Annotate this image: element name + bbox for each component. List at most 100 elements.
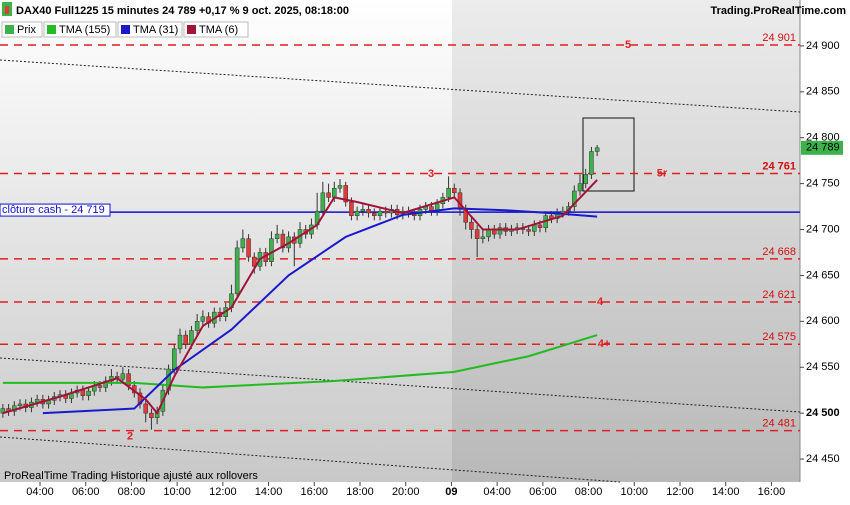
legend-swatch	[187, 25, 196, 34]
candle-body	[583, 174, 588, 184]
trend-line	[0, 59, 801, 113]
candle-body	[577, 183, 583, 192]
candle-body	[274, 233, 280, 239]
candle-body	[80, 389, 86, 396]
legend-label: TMA (6)	[199, 24, 238, 36]
candle-body	[183, 334, 188, 345]
legend-swatch	[47, 25, 56, 34]
x-tick-label: 10:00	[621, 486, 649, 498]
level-label: 24 668	[762, 246, 796, 258]
legend-label: TMA (155)	[59, 24, 110, 36]
candle-body	[469, 221, 474, 230]
x-tick-label: 08:00	[575, 486, 603, 498]
level-annotation: 4+	[598, 338, 611, 350]
candle-body	[337, 185, 343, 189]
y-tick-label: 24 550	[806, 361, 840, 373]
legend-item-bg	[183, 21, 249, 38]
footer: ProRealTime Trading Historique ajusté au…	[4, 470, 258, 482]
y-tick-label: 24 800	[806, 132, 840, 144]
candle-body	[497, 227, 503, 235]
peak-annotation: 3	[428, 168, 434, 180]
trend-line	[0, 357, 801, 413]
candle-body	[246, 238, 251, 258]
x-tick-label: 18:00	[346, 486, 374, 498]
level-label: 24 761	[762, 160, 796, 172]
last-price-tag	[801, 140, 843, 155]
x-tick-label: 16:00	[758, 486, 786, 498]
candle-body	[240, 238, 246, 249]
cash-close-box	[0, 203, 111, 217]
candle-body	[332, 187, 337, 198]
candle-body	[149, 412, 154, 418]
level-label: 24 621	[762, 289, 796, 301]
candle-body	[234, 247, 240, 295]
tma-line	[2, 334, 598, 389]
x-tick-label: 14:00	[255, 486, 283, 498]
x-tick-label: 12:00	[666, 486, 694, 498]
candle-body	[377, 210, 383, 217]
legend-label: Prix	[17, 24, 36, 36]
candle-body	[120, 373, 126, 380]
x-tick-label: 09	[445, 486, 457, 498]
candle-body	[572, 190, 577, 207]
candle-body	[252, 256, 257, 267]
legend-item-bg	[43, 21, 117, 38]
candle-body	[86, 390, 91, 396]
candle-body	[280, 233, 286, 249]
level-annotation: 2	[127, 430, 133, 442]
level-annotation: 4	[597, 296, 604, 308]
level-annotation: 5r	[657, 167, 668, 179]
candle-body	[383, 210, 388, 214]
header-icon	[5, 6, 9, 14]
x-tick-label: 04:00	[26, 486, 54, 498]
candle-body	[537, 224, 543, 228]
y-tick-label: 24 700	[806, 223, 840, 235]
candle-body	[452, 187, 457, 194]
candle-body	[486, 229, 491, 238]
x-tick-label: 04:00	[483, 486, 511, 498]
y-tick-label: 24 450	[806, 453, 840, 465]
candle-body	[446, 187, 451, 198]
candle-body	[532, 224, 537, 232]
candle-body	[526, 229, 531, 232]
x-tick-label: 12:00	[209, 486, 237, 498]
header-source: Trading.ProRealTime.com	[710, 5, 846, 17]
candle-body	[200, 316, 206, 322]
legend-swatch	[5, 25, 14, 34]
y-tick-label: 24 650	[806, 269, 840, 281]
session-background	[452, 0, 800, 482]
y-tick-label: 24 750	[806, 178, 840, 190]
x-tick-label: 06:00	[72, 486, 100, 498]
x-tick-label: 10:00	[163, 486, 191, 498]
candle-body	[589, 151, 594, 175]
candle-body	[34, 399, 40, 403]
candle-body	[343, 185, 348, 203]
x-tick-label: 16:00	[301, 486, 329, 498]
candle-body	[474, 229, 480, 239]
candle-body	[366, 209, 371, 214]
x-axis-area	[0, 482, 800, 500]
tma-line	[2, 179, 598, 415]
candle-body	[97, 385, 103, 388]
candle-body	[143, 403, 148, 414]
last-price-label: 24 789	[806, 142, 840, 154]
x-tick-label: 14:00	[712, 486, 740, 498]
legend-label: TMA (31)	[133, 24, 178, 36]
candle-body	[177, 334, 183, 350]
selection-box	[582, 117, 635, 192]
x-tick-label: 20:00	[392, 486, 420, 498]
candle-body	[17, 403, 23, 407]
level-label: 24 481	[762, 417, 796, 429]
candle-body	[360, 209, 366, 212]
candle-body	[354, 210, 360, 217]
tma-line	[42, 207, 598, 415]
candle-body	[480, 236, 486, 239]
y-tick-label: 24 900	[806, 40, 840, 52]
level-annotation: 5	[625, 39, 631, 51]
candle-body	[269, 238, 274, 262]
y-tick-label: 24 500	[806, 407, 840, 419]
candle-body	[594, 147, 600, 152]
x-tick-label: 08:00	[118, 486, 146, 498]
y-axis-area	[800, 0, 850, 500]
